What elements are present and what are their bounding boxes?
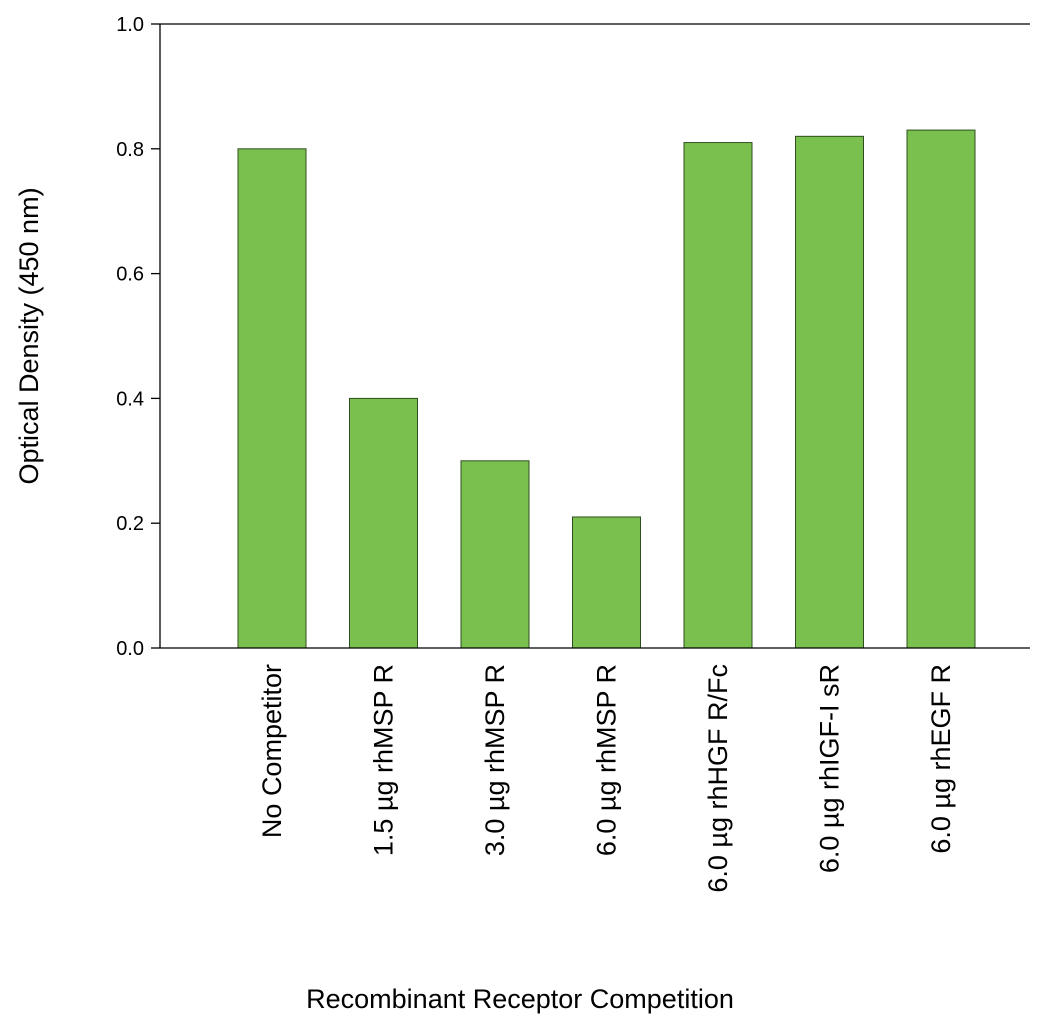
x-tick-label: No Competitor <box>257 664 287 838</box>
x-axis-label: Recombinant Receptor Competition <box>306 984 734 1014</box>
y-axis-label: Optical Density (450 nm) <box>14 187 44 484</box>
bar <box>349 397 418 649</box>
axes-group <box>159 23 1030 649</box>
x-tick-labels-group: No Competitor 1.5 µg rhMSP R 3.0 µg rhMSP … <box>257 664 956 893</box>
bar <box>795 135 864 649</box>
bar <box>683 142 753 649</box>
y-tick-label: 1.0 <box>116 14 144 36</box>
x-tick-label: 6.0 µg rhHGF R/Fc <box>703 664 733 893</box>
bar <box>906 129 976 649</box>
bar <box>572 516 641 649</box>
bar <box>237 148 307 649</box>
x-tick-label: 6.0 µg rhMSP R <box>592 664 622 856</box>
y-tick-label: 0.8 <box>116 139 144 161</box>
y-tick-label: 0.2 <box>116 513 144 535</box>
x-tick-label: 3.0 µg rhMSP R <box>480 664 510 856</box>
y-tick-label: 0.0 <box>116 638 144 660</box>
bar <box>460 460 530 649</box>
bars-group <box>237 129 976 649</box>
y-ticks-group: 0.0 0.2 0.4 0.6 0.8 1.0 <box>116 14 160 660</box>
y-tick-label: 0.4 <box>116 388 144 410</box>
y-tick-label: 0.6 <box>116 264 144 286</box>
x-tick-label: 6.0 µg rhIGF-I sR <box>815 664 845 873</box>
x-tick-label: 1.5 µg rhMSP R <box>369 664 399 856</box>
x-tick-label: 6.0 µg rhEGF R <box>926 664 956 854</box>
